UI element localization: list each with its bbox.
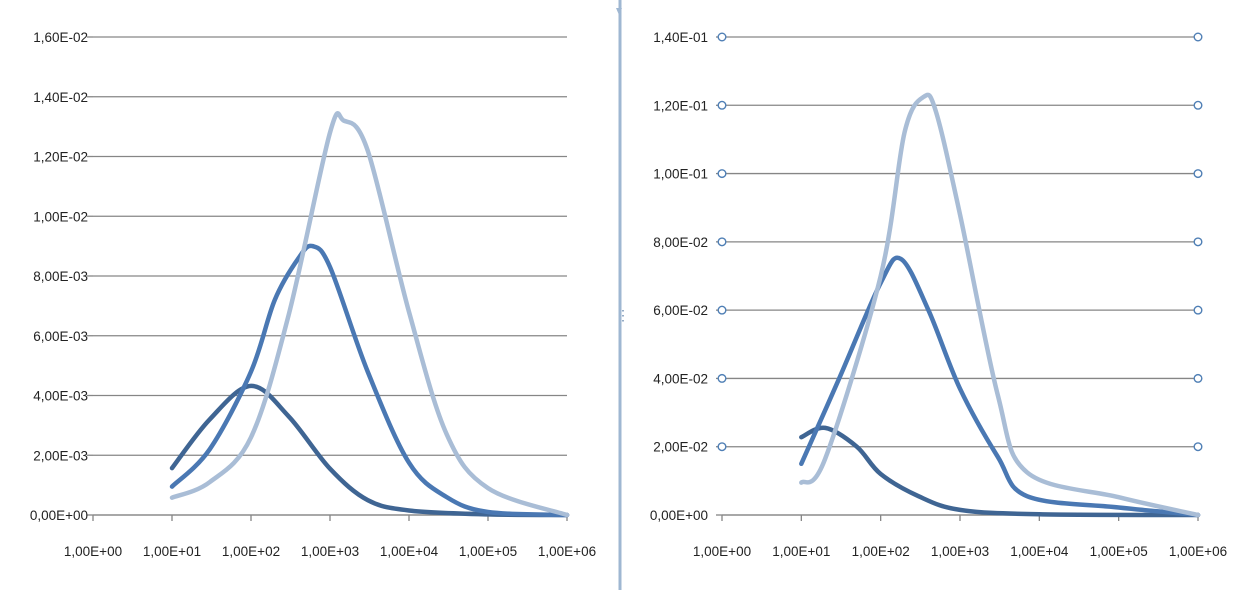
y-tick-label: 1,20E-01 — [653, 98, 708, 113]
left-axis-marker — [717, 442, 727, 452]
y-tick-label: 6,00E-02 — [653, 303, 708, 318]
x-tick-label: 1,00E+01 — [772, 544, 830, 559]
x-tick-label: 1,00E+00 — [693, 544, 751, 559]
x-tick-label: 1,00E+06 — [538, 544, 596, 559]
right-axis-marker — [1193, 32, 1203, 42]
y-tick-label: 1,00E-02 — [33, 209, 88, 224]
y-tick-label: 1,60E-02 — [33, 30, 88, 45]
y-tick-label: 0,00E+00 — [650, 508, 708, 523]
y-tick-label: 2,00E-03 — [33, 448, 88, 463]
y-tick-label: 1,20E-02 — [33, 150, 88, 165]
x-tick-label: 1,00E+00 — [64, 544, 122, 559]
x-tick-label: 1,00E+02 — [222, 544, 280, 559]
series-line-3 — [169, 111, 570, 518]
y-tick-label: 1,40E-01 — [653, 30, 708, 45]
left-axis-marker — [717, 237, 727, 247]
y-tick-label: 0,00E+00 — [30, 508, 88, 523]
pane-splitter-arrow-icon — [616, 8, 622, 15]
series-line-1 — [169, 383, 570, 518]
left-axis-marker — [717, 169, 727, 179]
right-axis-marker — [1193, 442, 1203, 452]
left-axis-marker — [717, 32, 727, 42]
x-tick-label: 1,00E+01 — [143, 544, 201, 559]
left-axis-marker — [717, 373, 727, 383]
series-line-2 — [169, 243, 570, 518]
x-tick-label: 1,00E+03 — [931, 544, 989, 559]
y-tick-label: 8,00E-03 — [33, 269, 88, 284]
x-tick-label: 1,00E+06 — [1169, 544, 1227, 559]
right-chart: 0,00E+00 2,00E-02 4,00E-02 6,00E-02 8,00E-02… — [650, 30, 1227, 559]
left-axis-marker — [717, 305, 727, 315]
x-tick-label: 1,00E+03 — [301, 544, 359, 559]
series-line-2 — [799, 255, 1201, 518]
right-axis-marker — [1193, 237, 1203, 247]
right-axis-marker — [1193, 100, 1203, 110]
series-line-3 — [799, 92, 1201, 518]
left-axis-marker — [717, 100, 727, 110]
y-tick-label: 8,00E-02 — [653, 235, 708, 250]
x-tick-label: 1,00E+02 — [852, 544, 910, 559]
pane-splitter-grip[interactable]: ⋮ — [616, 307, 630, 323]
y-tick-label: 1,00E-01 — [653, 167, 708, 182]
left-chart: 0,00E+00 2,00E-03 4,00E-03 6,00E-03 8,00E-03… — [30, 30, 596, 559]
y-tick-label: 4,00E-02 — [653, 371, 708, 386]
x-tick-label: 1,00E+05 — [459, 544, 517, 559]
x-tick-label: 1,00E+05 — [1090, 544, 1148, 559]
right-axis-marker — [1193, 373, 1203, 383]
x-tick-label: 1,00E+04 — [380, 544, 439, 559]
right-axis-marker — [1193, 305, 1203, 315]
y-tick-label: 4,00E-03 — [33, 389, 88, 404]
right-axis-marker — [1193, 169, 1203, 179]
series-line-1 — [799, 425, 1201, 518]
y-tick-label: 1,40E-02 — [33, 90, 88, 105]
y-tick-label: 6,00E-03 — [33, 329, 88, 344]
x-tick-label: 1,00E+04 — [1010, 544, 1069, 559]
y-tick-label: 2,00E-02 — [653, 440, 708, 455]
